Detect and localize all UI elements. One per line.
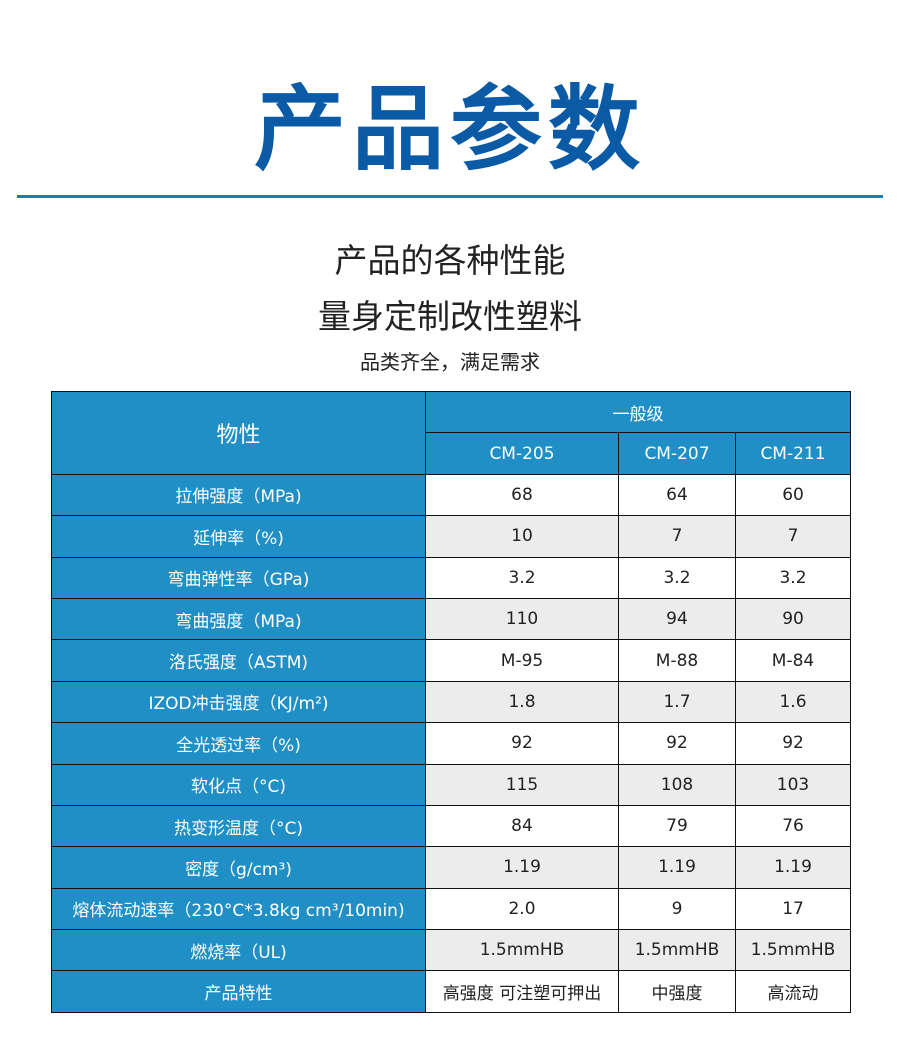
- value-cell: 76: [734, 804, 852, 848]
- value-cell: 1.6: [734, 680, 852, 724]
- property-cell: 全光透过率（%): [51, 722, 426, 765]
- table-row: 弯曲强度（MPa) 110 94 90: [51, 597, 852, 641]
- value-cell: 1.19: [425, 846, 619, 889]
- page-title: 产品参数: [253, 76, 646, 183]
- property-cell: 燃烧率（UL): [51, 929, 426, 972]
- property-cell: 延伸率（%): [51, 515, 426, 558]
- value-cell: 92: [618, 722, 736, 765]
- property-cell: 产品特性: [51, 970, 426, 1013]
- model-header: CM-205: [425, 432, 619, 475]
- property-cell: 密度（g/cm³): [51, 846, 426, 889]
- table-row: 全光透过率（%) 92 92 92: [51, 722, 852, 765]
- value-cell: 高流动: [734, 970, 852, 1013]
- table-row: 燃烧率（UL) 1.5mmHB 1.5mmHB 1.5mmHB: [51, 929, 852, 972]
- value-cell: 64: [618, 473, 736, 517]
- value-cell: 1.5mmHB: [734, 929, 852, 972]
- value-cell: 3.2: [618, 556, 736, 599]
- value-cell: 110: [425, 597, 619, 641]
- subtitle-variety: 品类齐全，满足需求: [360, 350, 540, 374]
- value-cell: 1.19: [618, 846, 736, 889]
- value-cell: 94: [618, 597, 736, 641]
- group-header: 一般级: [424, 390, 852, 434]
- property-cell: 拉伸强度（MPa): [51, 473, 426, 517]
- value-cell: 1.7: [618, 680, 736, 724]
- table-row: 产品特性 高强度 可注塑可押出 中强度 高流动: [51, 970, 852, 1013]
- value-cell: M-84: [734, 639, 852, 682]
- property-header: 物性: [51, 391, 426, 475]
- value-cell: 79: [618, 804, 736, 848]
- value-cell: 9: [618, 887, 736, 931]
- table-row: 延伸率（%) 10 7 7: [51, 515, 852, 558]
- value-cell: 92: [734, 722, 852, 765]
- value-cell: 7: [618, 515, 736, 558]
- value-cell: 3.2: [734, 556, 852, 599]
- property-cell: 软化点（°C): [51, 763, 426, 806]
- property-cell: 洛氏强度（ASTM): [51, 639, 426, 682]
- table-row: IZOD冲击强度（KJ/m²) 1.8 1.7 1.6: [51, 680, 852, 724]
- value-cell: M-88: [618, 639, 736, 682]
- property-cell: 弯曲强度（MPa): [51, 597, 426, 641]
- value-cell: 115: [425, 763, 619, 806]
- table-row: 拉伸强度（MPa) 68 64 60: [51, 473, 852, 517]
- model-header: CM-207: [618, 432, 736, 475]
- value-cell: 108: [618, 763, 736, 806]
- value-cell: 1.8: [425, 680, 619, 724]
- value-cell: 7: [734, 515, 852, 558]
- value-cell: 103: [734, 763, 852, 806]
- value-cell: 92: [425, 722, 619, 765]
- value-cell: 1.5mmHB: [425, 929, 619, 972]
- table-row: 洛氏强度（ASTM) M-95 M-88 M-84: [51, 639, 852, 682]
- value-cell: 60: [734, 473, 852, 517]
- value-cell: M-95: [425, 639, 619, 682]
- property-cell: 熔体流动速率（230°C*3.8kg cm³/10min): [51, 887, 426, 931]
- value-cell: 68: [425, 473, 619, 517]
- subtitle-performance: 产品的各种性能: [334, 241, 566, 280]
- value-cell: 17: [734, 887, 852, 931]
- table-row: 软化点（°C) 115 108 103: [51, 763, 852, 806]
- value-cell: 中强度: [618, 970, 736, 1013]
- property-cell: 热变形温度（°C): [51, 804, 426, 848]
- property-cell: IZOD冲击强度（KJ/m²): [51, 680, 426, 724]
- title-divider: [17, 195, 883, 198]
- value-cell: 84: [425, 804, 619, 848]
- property-cell: 弯曲弹性率（GPa): [51, 556, 426, 599]
- table-row: 热变形温度（°C) 84 79 76: [51, 804, 852, 848]
- table-row: 熔体流动速率（230°C*3.8kg cm³/10min) 2.0 9 17: [51, 887, 852, 931]
- value-cell: 3.2: [425, 556, 619, 599]
- product-spec-table: 物性 一般级 CM-205 CM-207 CM-211 拉伸强度（MPa) 68 6…: [51, 390, 852, 1013]
- table-row: 弯曲弹性率（GPa) 3.2 3.2 3.2: [51, 556, 852, 599]
- value-cell: 1.19: [734, 846, 852, 889]
- value-cell: 高强度 可注塑可押出: [425, 970, 619, 1013]
- value-cell: 2.0: [425, 887, 619, 931]
- value-cell: 10: [425, 515, 619, 558]
- subtitle-custom: 量身定制改性塑料: [318, 297, 582, 336]
- model-header: CM-211: [734, 432, 852, 475]
- table-row: 密度（g/cm³) 1.19 1.19 1.19: [51, 846, 852, 889]
- value-cell: 1.5mmHB: [618, 929, 736, 972]
- value-cell: 90: [734, 597, 852, 641]
